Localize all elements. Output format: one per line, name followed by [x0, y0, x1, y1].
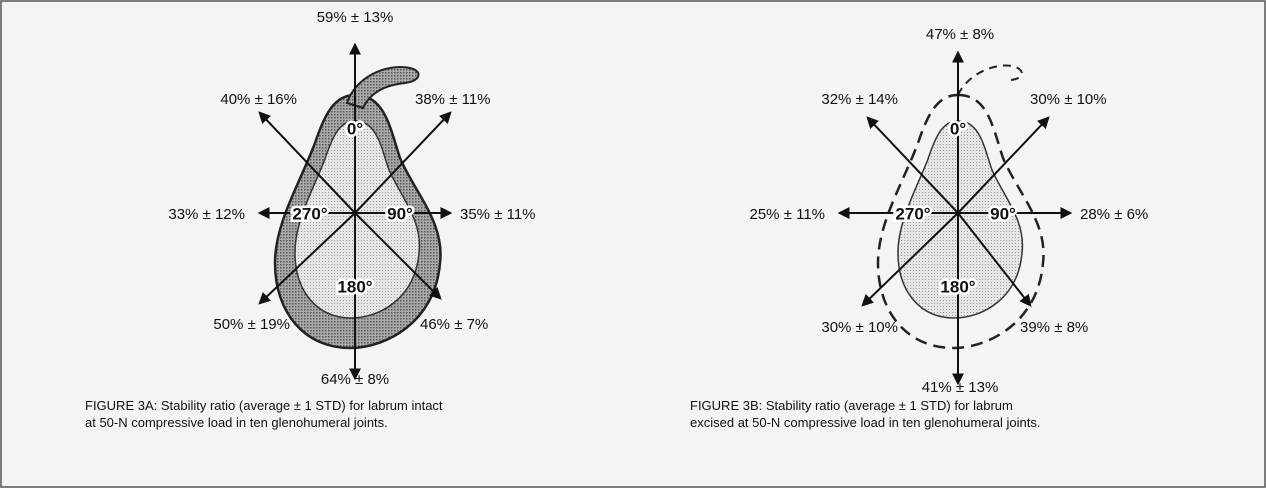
angle-label: 90°: [990, 204, 1016, 223]
arrow: [354, 111, 452, 214]
arrow: [258, 212, 356, 305]
arrow: [957, 116, 1050, 214]
angle-label: 0°: [950, 119, 966, 138]
angle-label: 180°: [337, 277, 372, 296]
arrow: [957, 212, 1032, 307]
stability-label: 30% ± 10%: [1030, 91, 1107, 108]
stability-label: 35% ± 11%: [460, 206, 536, 223]
angle-label: 0°: [347, 119, 363, 138]
stability-label: 40% ± 16%: [220, 91, 297, 108]
arrow: [861, 212, 959, 307]
annotations: 59% ± 13% 38% ± 11% 35% ± 11% 46% ± 7% 64% ±…: [85, 9, 1148, 430]
stability-label: 46% ± 7%: [420, 316, 488, 333]
stability-label: 25% ± 11%: [750, 206, 826, 223]
caption: FIGURE 3A: Stability ratio (average ± 1 …: [85, 398, 443, 413]
stability-label: 64% ± 8%: [321, 371, 389, 388]
stability-label: 38% ± 11%: [415, 91, 491, 108]
glenoid-excised: [876, 64, 1045, 350]
stability-label: 33% ± 12%: [168, 206, 245, 223]
glenoid-intact: [273, 66, 442, 350]
stability-label: 32% ± 14%: [821, 91, 898, 108]
caption: at 50-N compressive load in ten glenohum…: [85, 415, 388, 430]
angle-label: 270°: [895, 204, 930, 223]
stability-label: 28% ± 6%: [1080, 206, 1148, 223]
angle-label: 90°: [387, 204, 413, 223]
caption: FIGURE 3B: Stability ratio (average ± 1 …: [690, 398, 1013, 413]
stability-label: 59% ± 13%: [317, 9, 394, 26]
angle-label: 270°: [292, 204, 327, 223]
stability-label: 50% ± 19%: [213, 316, 290, 333]
stability-label: 47% ± 8%: [926, 26, 994, 43]
stability-label: 39% ± 8%: [1020, 319, 1088, 336]
caption: excised at 50-N compressive load in ten …: [690, 415, 1040, 430]
stability-label: 30% ± 10%: [821, 319, 898, 336]
arrow: [354, 212, 442, 300]
arrow: [258, 111, 356, 214]
angle-label: 180°: [940, 277, 975, 296]
arrow: [866, 116, 959, 214]
stability-label: 41% ± 13%: [922, 379, 999, 396]
